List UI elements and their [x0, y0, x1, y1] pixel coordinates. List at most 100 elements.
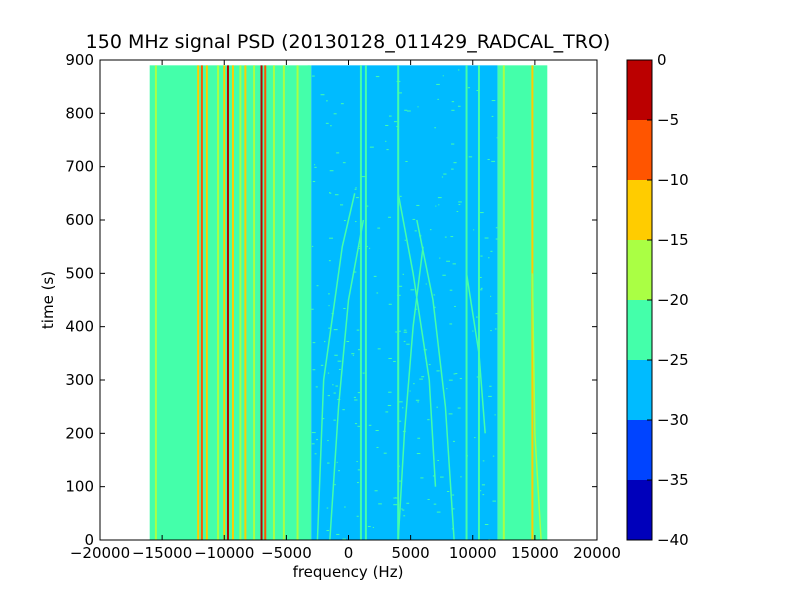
heatmap-speckle	[455, 373, 458, 375]
heatmap-speckle	[361, 176, 366, 178]
heatmap-drift-line	[316, 193, 356, 540]
heatmap-speckle	[437, 459, 439, 461]
heatmap-speckle	[436, 406, 438, 408]
heatmap-speckle	[435, 205, 437, 207]
heatmap-speckle	[495, 313, 500, 315]
heatmap-speckle	[490, 250, 493, 252]
heatmap-speckle	[332, 384, 334, 386]
heatmap-speckle	[329, 192, 332, 194]
heatmap-speckle	[459, 378, 462, 380]
heatmap-speckle	[438, 204, 440, 206]
heatmap-speckle	[476, 316, 478, 318]
heatmap-speckle	[495, 227, 498, 229]
heatmap-speckle	[449, 289, 453, 291]
heatmap-speckle	[314, 453, 317, 455]
heatmap-speckle	[497, 533, 499, 535]
heatmap-speckle	[432, 475, 435, 477]
heatmap-speckle	[467, 87, 471, 89]
heatmap-speckle	[315, 386, 318, 388]
heatmap-speckle	[320, 364, 324, 366]
heatmap-speckle	[311, 432, 316, 434]
heatmap-speckle	[402, 509, 405, 511]
heatmap-speckle	[457, 105, 461, 107]
heatmap-speckle	[457, 69, 460, 71]
heatmap-speckle	[446, 490, 450, 492]
heatmap-region	[497, 65, 548, 540]
heatmap-speckle	[399, 285, 403, 287]
heatmap-speckle	[327, 372, 330, 374]
heatmap-speckle	[446, 388, 448, 390]
heatmap-speckle	[480, 289, 483, 291]
heatmap-speckle	[328, 305, 330, 307]
heatmap-speckle	[388, 115, 392, 117]
heatmap-speckle	[311, 308, 314, 310]
heatmap-speckle	[342, 538, 346, 540]
heatmap-speckle	[403, 340, 406, 342]
heatmap-region	[311, 65, 498, 540]
heatmap-speckle	[399, 195, 402, 197]
heatmap-speckle	[340, 103, 344, 105]
heatmap-speckle	[449, 323, 453, 325]
heatmap-speckle	[353, 396, 357, 398]
heatmap-speckle	[439, 257, 441, 259]
heatmap-speckle	[409, 390, 411, 392]
heatmap-speckle	[490, 295, 492, 297]
heatmap-drift-line	[329, 219, 365, 540]
colorbar-segment	[627, 240, 652, 300]
heatmap-speckle	[402, 407, 404, 409]
heatmap-speckle	[414, 230, 417, 232]
heatmap-speckle	[403, 329, 407, 331]
heatmap-speckle	[406, 343, 410, 345]
heatmap-speckle	[357, 425, 362, 427]
heatmap-speckle	[437, 197, 442, 199]
heatmap-speckle	[316, 285, 319, 287]
heatmap-speckle	[328, 327, 331, 329]
heatmap-speckle	[372, 526, 375, 528]
heatmap-speckle	[311, 75, 315, 77]
heatmap-speckle	[484, 237, 489, 239]
heatmap-speckle	[479, 490, 482, 492]
x-tick-label: −10000	[194, 544, 254, 562]
heatmap-speckle	[491, 160, 496, 162]
y-tick-label: 0	[84, 531, 94, 549]
heatmap-speckle	[482, 460, 485, 462]
heatmap-speckle	[416, 204, 420, 206]
colorbar-segment	[627, 420, 652, 480]
heatmap-speckle	[343, 220, 346, 222]
heatmap-speckle	[357, 392, 362, 394]
colorbar-tick-label: −40	[657, 531, 689, 549]
heatmap-speckle	[413, 383, 415, 385]
heatmap-speckle	[434, 127, 436, 129]
colorbar: 0 −5 −10 −15 −20 −25 −30 −35 −40	[626, 51, 689, 549]
heatmap-speckle	[451, 143, 455, 145]
heatmap-speckle	[320, 94, 325, 96]
heatmap-speckle	[312, 342, 316, 344]
heatmap-speckle	[415, 399, 420, 401]
heatmap-speckle	[359, 245, 361, 247]
heatmap-speckle	[386, 149, 389, 151]
heatmap-speckle	[406, 502, 410, 504]
heatmap-speckle	[419, 378, 423, 380]
heatmap-speckle	[326, 530, 330, 532]
heatmap-speckle	[388, 303, 392, 305]
heatmap-speckle	[403, 515, 406, 517]
heatmap-speckle	[440, 476, 444, 478]
heatmap-speckle	[393, 121, 398, 123]
heatmap-speckle	[357, 469, 361, 471]
heatmap-speckle	[451, 101, 455, 103]
heatmap-speckle	[385, 140, 387, 142]
heatmap-speckle	[354, 399, 358, 401]
heatmap-speckle	[326, 507, 329, 509]
heatmap-speckle	[367, 525, 371, 527]
heatmap-speckle	[356, 482, 359, 484]
y-tick-label: 400	[65, 318, 94, 336]
heatmap-speckle	[417, 401, 419, 403]
heatmap-speckle	[343, 307, 346, 309]
heatmap-speckle	[355, 197, 359, 199]
y-tick-label: 900	[65, 51, 94, 69]
heatmap-speckle	[433, 503, 437, 505]
heatmap-speckle	[490, 330, 492, 332]
heatmap-speckle	[429, 229, 432, 231]
heatmap-speckle	[421, 376, 425, 378]
heatmap-speckle	[495, 238, 500, 240]
